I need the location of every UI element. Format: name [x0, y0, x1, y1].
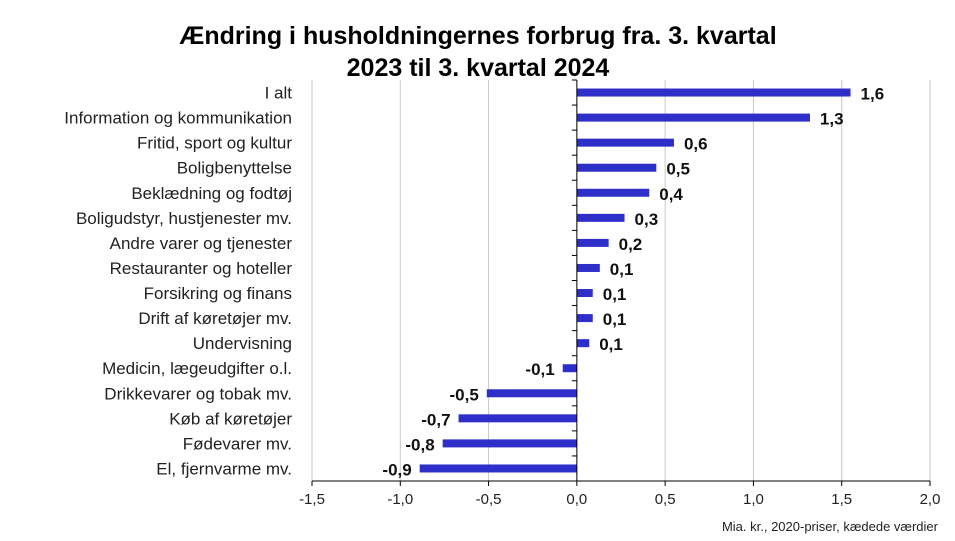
bar-15 — [419, 464, 577, 473]
category-label-3: Boligbenyttelse — [177, 159, 292, 178]
category-label-0: I alt — [265, 84, 293, 103]
value-label-11: -0,1 — [525, 360, 554, 379]
category-label-6: Andre varer og tjenester — [110, 234, 293, 253]
bar-14 — [442, 439, 577, 448]
category-label-4: Beklædning og fodtøj — [131, 184, 292, 203]
bar-5 — [576, 213, 625, 222]
bar-6 — [576, 238, 609, 247]
value-label-9: 0,1 — [603, 310, 627, 329]
bar-7 — [576, 263, 600, 272]
bar-12 — [486, 389, 577, 398]
category-label-13: Køb af køretøjer — [169, 409, 292, 428]
value-label-15: -0,9 — [382, 460, 411, 479]
bar-11 — [562, 364, 577, 373]
bar-9 — [576, 314, 593, 323]
value-label-5: 0,3 — [635, 210, 659, 229]
value-label-7: 0,1 — [610, 260, 634, 279]
value-label-12: -0,5 — [450, 385, 479, 404]
bar-13 — [458, 414, 577, 423]
bar-0 — [576, 88, 851, 97]
bars — [419, 88, 851, 473]
bar-3 — [576, 163, 657, 172]
bar-4 — [576, 188, 650, 197]
x-tick-label-5: 1,0 — [743, 491, 764, 508]
category-label-1: Information og kommunikation — [64, 109, 292, 128]
category-label-7: Restauranter og hoteller — [110, 259, 293, 278]
bar-8 — [576, 289, 593, 298]
x-tick-label-2: -0,5 — [476, 491, 502, 508]
category-label-2: Fritid, sport og kultur — [137, 134, 292, 153]
x-tick-label-3: 0,0 — [566, 491, 587, 508]
category-labels: I alt Information og kommunikation Fritid,… — [64, 84, 292, 479]
value-labels: 1,6 1,3 0,6 0,5 0,40,3 0,2 0,1 0,1 0,1 0,1 -0,1 -0,… — [382, 85, 884, 480]
bar-10 — [576, 339, 590, 348]
x-tick-label-6: 1,5 — [831, 491, 852, 508]
category-label-9: Drift af køretøjer mv. — [138, 309, 292, 328]
value-label-4: 0,4 — [659, 185, 683, 204]
category-label-12: Drikkevarer og tobak mv. — [104, 384, 292, 403]
value-label-0: 1,6 — [861, 85, 885, 104]
gridlines — [311, 80, 931, 481]
chart-title: Ændring i husholdningernes forbrug fra. … — [179, 22, 776, 82]
axes — [311, 79, 931, 486]
chart-title-line-2: 2023 til 3. kvartal 2024 — [347, 54, 610, 82]
value-label-2: 0,6 — [684, 135, 708, 154]
value-label-3: 0,5 — [666, 160, 690, 179]
chart-title-line-1: Ændring i husholdningernes forbrug fra. … — [179, 22, 776, 50]
x-tick-label-1: -1,0 — [387, 491, 413, 508]
value-label-14: -0,8 — [405, 435, 434, 454]
bar-2 — [576, 138, 674, 147]
value-label-13: -0,7 — [421, 410, 450, 429]
bar-1 — [576, 113, 810, 122]
category-label-15: El, fjernvarme mv. — [156, 459, 292, 478]
category-label-10: Undervisning — [193, 334, 292, 353]
units-note: Mia. kr., 2020-priser, kædede værdier — [722, 519, 939, 534]
category-label-14: Fødevarer mv. — [183, 434, 292, 453]
value-label-1: 1,3 — [820, 110, 844, 129]
x-tick-label-7: 2,0 — [920, 491, 941, 508]
value-label-6: 0,2 — [619, 235, 643, 254]
category-label-11: Medicin, lægeudgifter o.l. — [102, 359, 292, 378]
value-label-10: 0,1 — [599, 335, 623, 354]
category-label-8: Forsikring og finans — [144, 284, 292, 303]
category-label-5: Boligudstyr, hustjenester mv. — [76, 209, 292, 228]
value-label-8: 0,1 — [603, 285, 627, 304]
x-tick-label-0: -1,5 — [299, 491, 325, 508]
x-tick-labels: -1,5 -1,0 -0,5 0,0 0,5 1,0 1,5 2,0 — [299, 491, 940, 508]
x-tick-label-4: 0,5 — [655, 491, 676, 508]
